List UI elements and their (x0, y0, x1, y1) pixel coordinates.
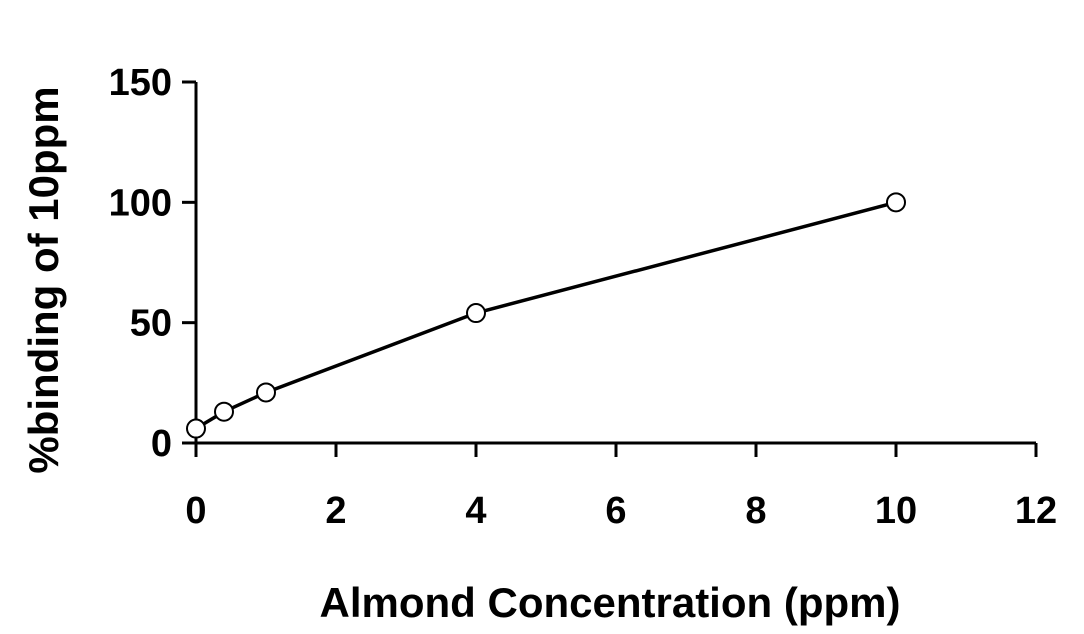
x-tick-label: 0 (185, 490, 206, 532)
y-ticks: 0 50 100 150 (109, 62, 196, 465)
data-point (886, 192, 906, 213)
y-tick-label: 150 (109, 62, 172, 104)
data-point (256, 382, 276, 403)
y-tick-label: 100 (109, 182, 172, 224)
x-axis-title: Almond Concentration (ppm) (320, 579, 901, 626)
x-ticks: 0 2 4 6 8 10 12 (185, 443, 1057, 532)
x-tick-label: 4 (465, 490, 486, 532)
data-point (186, 418, 206, 439)
series-layer (186, 192, 906, 439)
y-tick-label: 50 (130, 303, 172, 345)
axes (194, 82, 1036, 445)
y-tick-label: 0 (151, 423, 172, 465)
x-tick-label: 10 (875, 490, 917, 532)
series-line (195, 200, 897, 431)
x-tick-label: 12 (1015, 490, 1057, 532)
data-point (466, 303, 486, 324)
data-point (214, 401, 234, 422)
x-tick-label: 2 (325, 490, 346, 532)
x-tick-label: 6 (605, 490, 626, 532)
x-tick-label: 8 (745, 490, 766, 532)
y-axis-title: %binding of 10ppm (20, 86, 67, 473)
